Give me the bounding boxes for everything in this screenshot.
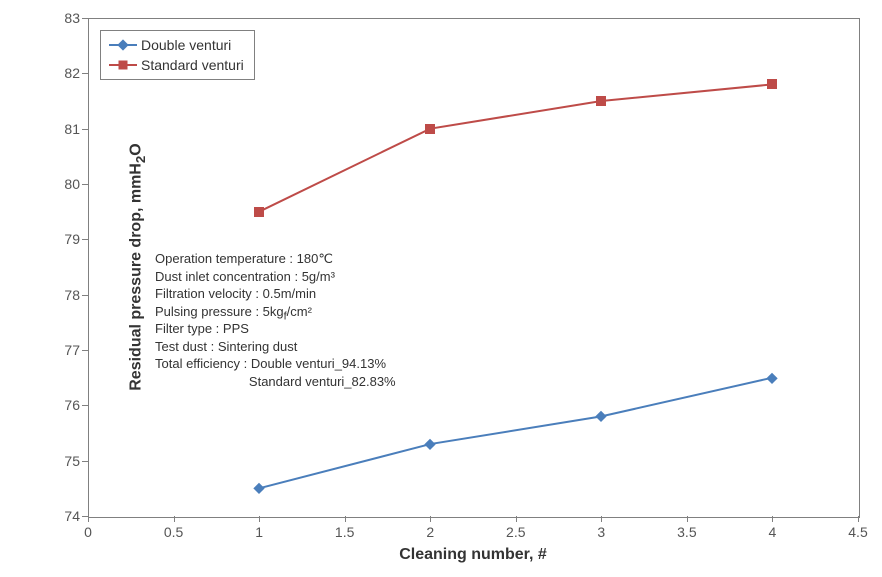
x-axis-title: Cleaning number, #	[399, 546, 547, 564]
annotation-line: Dust inlet concentration : 5g/m³	[155, 268, 335, 286]
y-tick	[82, 295, 88, 296]
annotation-line: Test dust : Sintering dust	[155, 338, 297, 356]
x-tick	[430, 516, 431, 522]
y-tick-label: 76	[56, 397, 80, 413]
legend-label: Standard venturi	[141, 57, 244, 73]
y-tick	[82, 18, 88, 19]
annotation-line: Total efficiency : Double venturi_94.13%	[155, 355, 386, 373]
y-tick	[82, 184, 88, 185]
y-tick	[82, 350, 88, 351]
x-tick-label: 1.5	[335, 524, 354, 540]
x-tick	[601, 516, 602, 522]
x-tick	[687, 516, 688, 522]
x-tick	[88, 516, 89, 522]
y-tick	[82, 516, 88, 517]
x-tick	[858, 516, 859, 522]
x-tick-label: 2	[426, 524, 434, 540]
legend-marker	[119, 61, 128, 70]
series-marker	[767, 79, 777, 89]
y-tick	[82, 129, 88, 130]
x-tick-label: 2.5	[506, 524, 525, 540]
x-tick-label: 1	[255, 524, 263, 540]
x-tick-label: 0	[84, 524, 92, 540]
legend-label: Double venturi	[141, 37, 231, 53]
legend-item: Double venturi	[109, 35, 244, 55]
annotation-line: Operation temperature : 180℃	[155, 250, 333, 268]
legend-item: Standard venturi	[109, 55, 244, 75]
y-tick	[82, 239, 88, 240]
annotation-line: Filtration velocity : 0.5m/min	[155, 285, 316, 303]
y-tick-label: 82	[56, 65, 80, 81]
x-tick	[345, 516, 346, 522]
x-tick-label: 4.5	[848, 524, 867, 540]
y-tick-label: 77	[56, 342, 80, 358]
y-tick-label: 79	[56, 231, 80, 247]
series-marker	[596, 96, 606, 106]
chart-container: 0 0.5 1 1.5 2 2.5 3 3.5 4 4.5 74 75 76 77 78 79 80 81 82 83…	[0, 0, 882, 577]
y-tick	[82, 405, 88, 406]
y-tick-label: 74	[56, 508, 80, 524]
x-tick	[772, 516, 773, 522]
x-tick-label: 3.5	[677, 524, 696, 540]
y-tick	[82, 461, 88, 462]
annotation-line: Standard venturi_82.83%	[155, 373, 396, 391]
legend-line	[109, 44, 137, 46]
x-tick-label: 0.5	[164, 524, 183, 540]
x-tick	[259, 516, 260, 522]
annotation-line: Filter type : PPS	[155, 320, 249, 338]
series-marker	[425, 124, 435, 134]
x-tick	[516, 516, 517, 522]
y-axis-title: Residual pressure drop, mmH2O	[128, 143, 148, 391]
legend: Double venturi Standard venturi	[100, 30, 255, 80]
legend-marker	[117, 39, 128, 50]
y-tick-label: 80	[56, 176, 80, 192]
y-tick-label: 81	[56, 121, 80, 137]
x-tick-label: 3	[597, 524, 605, 540]
y-tick	[82, 73, 88, 74]
y-tick-label: 83	[56, 10, 80, 26]
legend-line	[109, 64, 137, 66]
series-marker	[254, 207, 264, 217]
x-tick-label: 4	[769, 524, 777, 540]
y-tick-label: 75	[56, 453, 80, 469]
y-tick-label: 78	[56, 287, 80, 303]
x-tick	[174, 516, 175, 522]
